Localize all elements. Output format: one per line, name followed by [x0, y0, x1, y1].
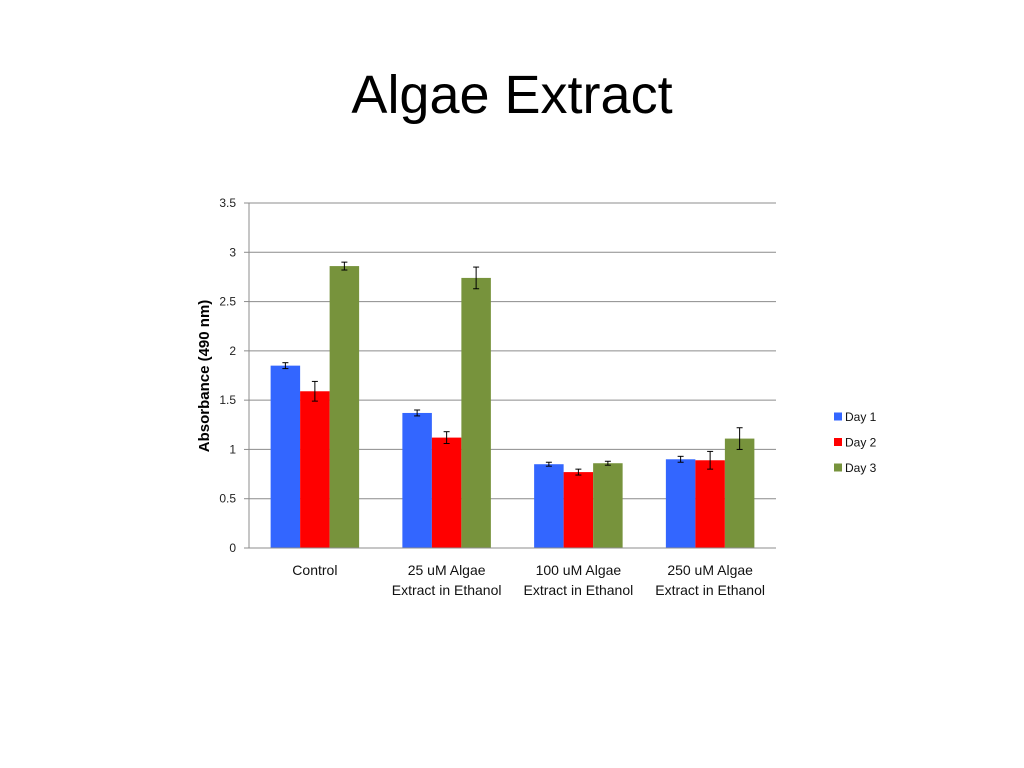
bar: [563, 472, 594, 548]
legend-swatch: [834, 412, 842, 421]
category-label: 250 uM Algae: [667, 562, 753, 578]
category-label: Control: [292, 562, 337, 578]
y-axis-ticks: 0 0.5 1 1.5 2 2.5 3 3.5: [219, 196, 236, 555]
category-label: 100 uM Algae: [536, 562, 622, 578]
bar: [431, 437, 462, 548]
bar: [402, 412, 432, 548]
bar: [665, 459, 696, 548]
y-tick-label: 0.5: [219, 492, 236, 506]
category-label: Extract in Ethanol: [392, 582, 502, 598]
bar: [461, 277, 491, 548]
bar: [593, 463, 623, 548]
y-axis-label: Absorbance (490 nm): [196, 300, 213, 453]
y-tick-label: 0: [229, 541, 236, 555]
x-axis-categories: Control 25 uM Algae Extract in Ethanol 100 …: [292, 562, 765, 598]
bar: [534, 464, 564, 548]
bar: [329, 266, 360, 548]
legend: Day 1 Day 2 Day 3: [834, 410, 877, 475]
bar: [300, 391, 330, 548]
legend-label: Day 3: [845, 461, 877, 475]
bar: [724, 438, 755, 548]
legend-swatch: [834, 438, 842, 446]
legend-swatch: [834, 463, 842, 472]
y-tick-label: 2.5: [219, 295, 236, 309]
y-tick-label: 3: [229, 245, 236, 259]
y-tick-label: 2: [229, 344, 236, 358]
category-label: 25 uM Algae: [408, 562, 486, 578]
axes: [244, 202, 776, 549]
y-tick-label: 1.5: [219, 393, 236, 407]
slide-title: Algae Extract: [351, 65, 673, 125]
bar: [270, 365, 301, 548]
category-label: Extract in Ethanol: [524, 582, 634, 598]
bars: [270, 266, 755, 548]
y-tick-label: 1: [229, 442, 236, 456]
y-tick-label: 3.5: [219, 196, 236, 210]
legend-label: Day 2: [845, 436, 877, 450]
legend-label: Day 1: [845, 410, 877, 424]
category-label: Extract in Ethanol: [655, 582, 765, 598]
bar: [695, 460, 725, 548]
error-bars: [282, 261, 743, 476]
